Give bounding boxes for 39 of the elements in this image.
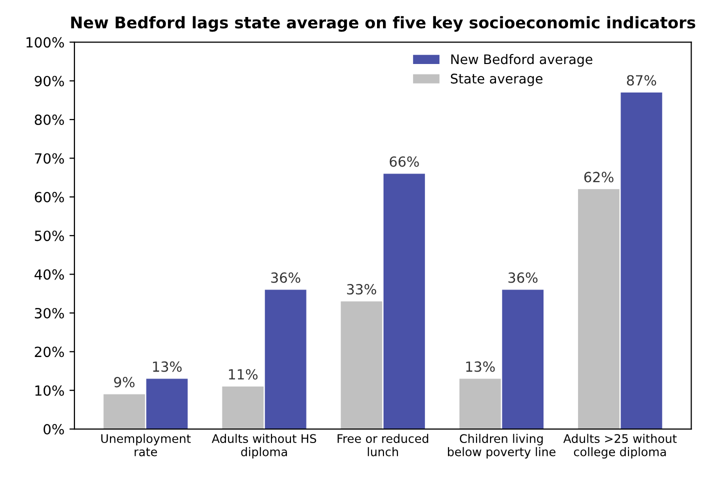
x-tick-label: Adults without HS diploma <box>212 434 316 459</box>
y-tick-label: 70% <box>34 153 64 164</box>
bar <box>340 301 382 430</box>
y-tick-label: 50% <box>34 230 64 242</box>
data-label: 9% <box>114 376 135 388</box>
x-tick-label: Children living below poverty line <box>448 434 556 459</box>
data-label: 13% <box>466 361 495 372</box>
x-tick-label: Adults >25 without college diploma <box>563 434 677 459</box>
bar <box>222 386 264 430</box>
data-label: 36% <box>508 272 538 283</box>
data-label: 62% <box>584 172 614 182</box>
y-tick-label: 80% <box>34 114 64 126</box>
y-tick-label: 30% <box>34 308 64 318</box>
y-tick-label: 10% <box>35 385 64 396</box>
legend-label: State average <box>450 74 542 86</box>
y-tick-label: 40% <box>34 269 64 280</box>
bar <box>459 378 501 430</box>
y-tick-label: 100% <box>26 37 64 48</box>
data-label: 11% <box>228 369 258 380</box>
data-label: 87% <box>626 75 656 86</box>
bar <box>384 174 425 430</box>
y-tick-label: 60% <box>34 192 64 202</box>
bar <box>146 378 188 430</box>
data-label: 13% <box>153 361 182 372</box>
y-tick-label: 20% <box>34 346 64 358</box>
bar <box>578 189 620 430</box>
bar <box>620 92 662 430</box>
bar <box>264 290 306 430</box>
legend-label: New Bedford average <box>451 54 592 67</box>
bar <box>502 290 544 430</box>
data-label: 66% <box>390 156 419 167</box>
x-tick-label: Unemployment rate <box>101 434 191 456</box>
y-tick-label: 0% <box>44 424 64 435</box>
data-label: 36% <box>271 272 300 283</box>
chart-title: New Bedford lags state average on five key socioeconomic indicators <box>71 16 696 32</box>
bar <box>104 394 145 430</box>
data-label: 33% <box>347 284 376 295</box>
y-tick-label: 90% <box>34 76 64 86</box>
x-tick-label: Free or reduced lunch <box>338 434 428 456</box>
